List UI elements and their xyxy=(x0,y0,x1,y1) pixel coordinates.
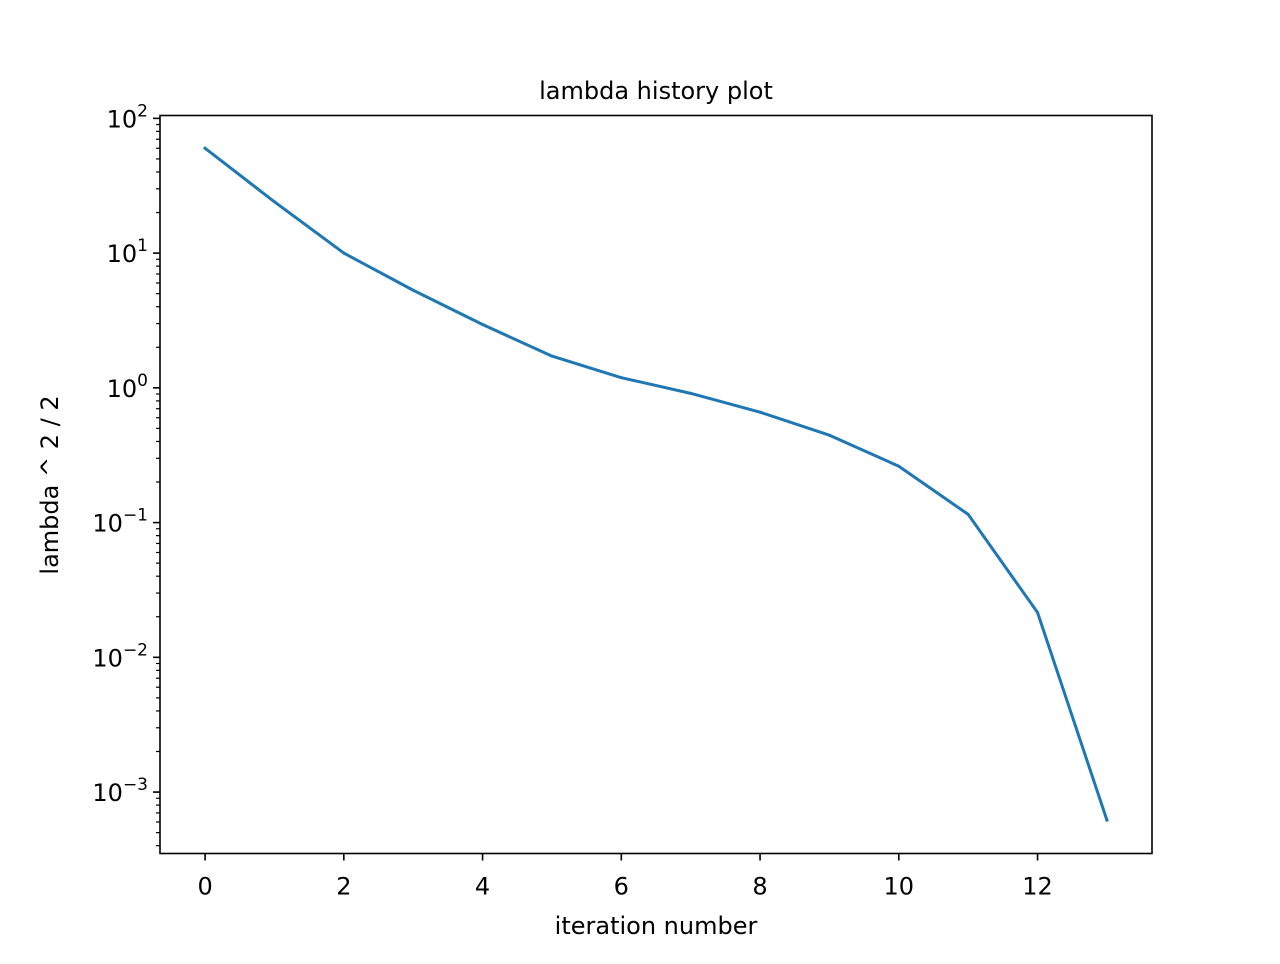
data-point xyxy=(411,288,415,292)
y-tick-label-base: 10 xyxy=(92,644,123,672)
data-point xyxy=(619,376,623,380)
data-point xyxy=(1036,611,1040,615)
chart-title: lambda history plot xyxy=(539,77,773,105)
y-tick-label: 10−3 xyxy=(92,775,148,807)
data-point xyxy=(897,464,901,468)
x-tick-label: 6 xyxy=(614,873,629,901)
data-point xyxy=(966,512,970,516)
data-point xyxy=(342,251,346,255)
data-point xyxy=(203,146,207,150)
data-point xyxy=(272,200,276,204)
y-tick-label-exponent: −1 xyxy=(123,506,148,526)
y-tick-label-base: 10 xyxy=(107,240,138,268)
x-tick-label: 12 xyxy=(1022,873,1053,901)
data-point xyxy=(758,410,762,414)
x-axis-ticks: 0 2 4 6 8 10 12 xyxy=(197,853,1053,901)
series-points xyxy=(203,146,1109,822)
y-tick-label: 102 xyxy=(107,101,148,133)
y-tick-label-exponent: 2 xyxy=(137,101,148,121)
x-tick-label: 10 xyxy=(884,873,915,901)
x-tick-label: 4 xyxy=(475,873,490,901)
data-point xyxy=(550,354,554,358)
y-tick-label-base: 10 xyxy=(107,375,138,403)
data-point xyxy=(1105,818,1109,822)
y-tick-label-exponent: −3 xyxy=(123,775,148,795)
x-tick-label: 2 xyxy=(336,873,351,901)
y-axis-label: lambda ^ 2 / 2 xyxy=(36,395,64,574)
y-tick-label: 10−2 xyxy=(92,640,148,672)
x-tick-label: 0 xyxy=(197,873,212,901)
y-tick-label: 101 xyxy=(107,236,148,268)
y-tick-label-base: 10 xyxy=(92,779,123,807)
x-tick-label: 8 xyxy=(752,873,767,901)
series-line xyxy=(202,146,1109,822)
y-tick-label-base: 10 xyxy=(92,510,123,538)
y-tick-label-exponent: 1 xyxy=(137,236,148,256)
y-tick-label-exponent: 0 xyxy=(137,371,148,391)
data-point xyxy=(827,433,831,437)
y-tick-label-base: 10 xyxy=(107,105,138,133)
plot-frame xyxy=(159,114,1153,855)
data-point xyxy=(481,323,485,327)
y-tick-label-exponent: −2 xyxy=(123,640,148,660)
x-axis-label: iteration number xyxy=(555,912,758,940)
y-tick-label: 10−1 xyxy=(92,506,148,538)
data-point xyxy=(689,391,693,395)
y-tick-label: 100 xyxy=(107,371,148,403)
